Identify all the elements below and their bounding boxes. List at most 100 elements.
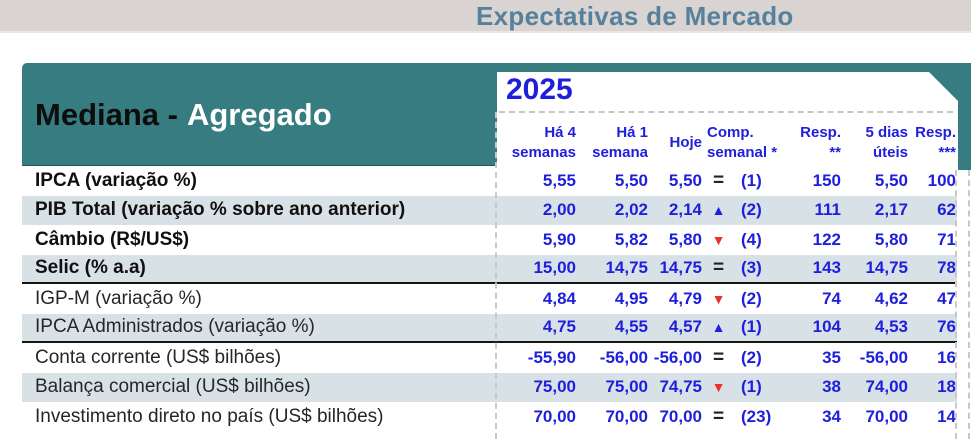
trend-equal-icon: = xyxy=(712,169,725,191)
cell-resp-3: 62 xyxy=(937,200,956,220)
row-label: Câmbio (R$/US$) xyxy=(35,228,190,250)
cell-comp-count: (4) xyxy=(741,229,762,249)
cell-respondents: 111 xyxy=(814,200,842,220)
cell-respondents: 143 xyxy=(812,258,841,278)
cell-ha-1-semana: 4,95 xyxy=(614,288,648,308)
cell-ha-4-semanas: 4,75 xyxy=(542,317,576,337)
cell-resp-3: 71 xyxy=(937,229,956,249)
trend-equal-icon: = xyxy=(712,346,725,368)
column-header-resp-2: Resp. ** xyxy=(782,113,841,163)
column-header-comp-semanal: Comp. semanal * xyxy=(702,113,782,163)
cell-ha-4-semanas: 15,00 xyxy=(533,258,576,278)
column-header-line: Resp. xyxy=(915,124,956,141)
row-label: Investimento direto no país (US$ bilhões… xyxy=(35,405,384,427)
cell-ha-4-semanas: 2,00 xyxy=(542,200,576,220)
cell-5-dias-uteis: 5,50 xyxy=(874,170,908,190)
cell-ha-1-semana: 5,82 xyxy=(614,229,648,249)
column-header-resp-3: Resp. *** xyxy=(908,113,956,163)
row-label: IPCA (variação %) xyxy=(35,169,197,191)
cell-ha-1-semana: 5,50 xyxy=(614,170,648,190)
column-header-line: Resp. xyxy=(800,124,841,141)
table-row: Balança comercial (US$ bilhões) 75,00 75,0… xyxy=(22,372,957,402)
row-label: Conta corrente (US$ bilhões) xyxy=(35,346,282,368)
cell-5-dias-uteis: -56,00 xyxy=(859,347,908,367)
cell-ha-4-semanas: 5,55 xyxy=(542,170,576,190)
table-row: Conta corrente (US$ bilhões) -55,90 -56,00… xyxy=(22,343,957,373)
column-header-line: semanas xyxy=(511,144,576,161)
dashed-divider xyxy=(968,170,970,439)
column-header-line: Comp. xyxy=(707,124,754,141)
cell-comp-count: (2) xyxy=(741,200,762,220)
table-row: IGP-M (variação %) 4,84 4,95 4,79 ▼ (2) 74 4,62… xyxy=(22,284,957,314)
cell-resp-3: 47 xyxy=(937,288,956,308)
page-title: Expectativas de Mercado xyxy=(476,1,794,31)
column-header-line: úteis xyxy=(872,144,908,161)
row-label: Selic (% a.a) xyxy=(35,257,146,279)
dashed-divider xyxy=(495,112,497,439)
row-label: IGP-M (variação %) xyxy=(35,287,202,309)
cell-5-dias-uteis: 5,80 xyxy=(874,229,908,249)
cell-resp-3: 76 xyxy=(937,317,956,337)
trend-down-icon: ▼ xyxy=(711,290,726,307)
table-header-block-right xyxy=(958,63,971,170)
year-panel: 2025 Há 4 semanas Há 1 semana Hoje Comp.… xyxy=(497,72,958,166)
row-label: IPCA Administrados (variação %) xyxy=(35,316,315,338)
column-header-line: 5 dias xyxy=(865,124,908,141)
table-row: IPCA (variação %) 5,55 5,50 5,50 = (1) 150 5,50… xyxy=(22,166,957,196)
cell-comp-count: (1) xyxy=(741,170,762,190)
cell-respondents: 34 xyxy=(822,406,841,426)
trend-down-icon: ▼ xyxy=(711,231,726,248)
cell-hoje: 74,75 xyxy=(659,377,702,397)
cell-5-dias-uteis: 70,00 xyxy=(865,406,908,426)
trend-down-icon: ▼ xyxy=(711,379,726,396)
row-label: Balança comercial (US$ bilhões) xyxy=(35,376,311,398)
cell-ha-1-semana: 75,00 xyxy=(605,377,648,397)
table-title: Mediana - Agregado xyxy=(35,63,332,166)
cell-ha-1-semana: -56,00 xyxy=(599,347,648,367)
cell-comp-count: (23) xyxy=(741,406,772,426)
cell-5-dias-uteis: 74,00 xyxy=(865,377,908,397)
dashed-divider xyxy=(955,170,957,439)
cell-resp-3: 100 xyxy=(927,170,956,190)
column-header-ha-4-semanas: Há 4 semanas xyxy=(497,113,576,163)
cell-5-dias-uteis: 4,62 xyxy=(874,288,908,308)
cell-respondents: 104 xyxy=(812,317,841,337)
trend-equal-icon: = xyxy=(712,257,725,279)
column-header-line: semanal * xyxy=(707,144,778,161)
table-title-measure: Mediana - xyxy=(35,96,178,132)
column-header-line: *** xyxy=(938,144,956,161)
header-band: Expectativas de Mercado xyxy=(0,0,971,33)
column-header-5-dias-uteis: 5 dias úteis xyxy=(841,113,908,163)
cell-respondents: 35 xyxy=(822,347,841,367)
cell-hoje: 70,00 xyxy=(659,406,702,426)
table-row: Câmbio (R$/US$) 5,90 5,82 5,80 ▼ (4) 122 5,80 71 xyxy=(22,225,957,255)
column-header-ha-1-semana: Há 1 semana xyxy=(576,113,648,163)
cell-hoje: 5,80 xyxy=(668,229,702,249)
cell-comp-count: (3) xyxy=(741,258,762,278)
cell-ha-1-semana: 14,75 xyxy=(605,258,648,278)
column-header-line: semana xyxy=(592,144,648,161)
cell-respondents: 74 xyxy=(822,288,841,308)
cell-ha-4-semanas: 70,00 xyxy=(533,406,576,426)
cell-comp-count: (2) xyxy=(741,347,762,367)
column-headers: Há 4 semanas Há 1 semana Hoje Comp. sema… xyxy=(497,113,956,163)
table-row: Investimento direto no país (US$ bilhões… xyxy=(22,402,957,432)
year-label: 2025 xyxy=(506,73,573,106)
cell-5-dias-uteis: 4,53 xyxy=(874,317,908,337)
cell-resp-3: 18 xyxy=(937,377,956,397)
cell-hoje: -56,00 xyxy=(653,347,702,367)
cell-resp-3: 78 xyxy=(937,258,956,278)
cell-comp-count: (1) xyxy=(741,317,762,337)
table-title-scope: Agregado xyxy=(186,96,332,132)
cell-ha-4-semanas: 5,90 xyxy=(542,229,576,249)
cell-5-dias-uteis: 14,75 xyxy=(865,258,908,278)
trend-up-icon: ▲ xyxy=(711,202,726,219)
column-header-hoje: Hoje xyxy=(648,113,702,163)
cell-hoje: 4,57 xyxy=(668,317,702,337)
cell-hoje: 2,14 xyxy=(668,200,702,220)
table-row: Selic (% a.a) 15,00 14,75 14,75 = (3) 143 14,75… xyxy=(22,254,957,284)
cell-respondents: 150 xyxy=(812,170,841,190)
column-header-line: Há 4 xyxy=(544,124,576,141)
cell-respondents: 122 xyxy=(812,229,841,249)
